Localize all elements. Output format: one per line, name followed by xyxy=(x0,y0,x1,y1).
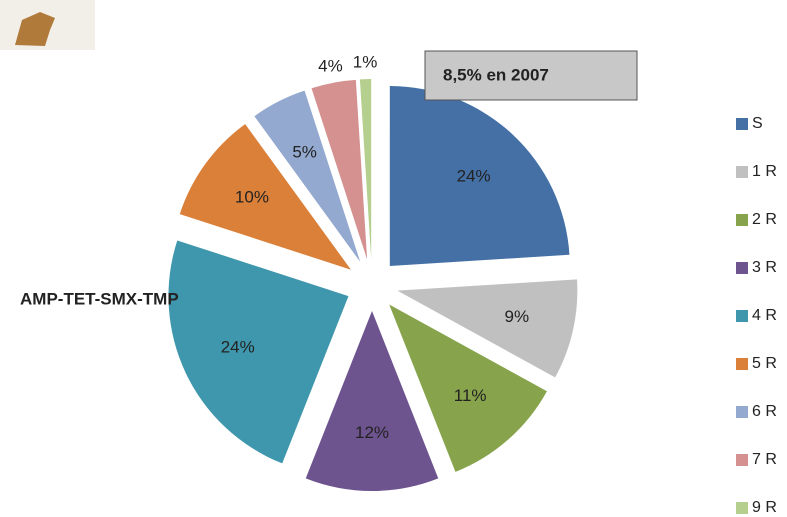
data-label: 4% xyxy=(318,56,343,75)
legend-label: 4 R xyxy=(752,307,777,324)
legend-swatch xyxy=(736,454,748,466)
data-label: 1% xyxy=(353,53,378,72)
data-label: 24% xyxy=(457,166,491,185)
legend-label: S xyxy=(752,115,763,132)
data-label: 10% xyxy=(235,187,269,206)
legend-swatch xyxy=(736,118,748,130)
legend-label: 3 R xyxy=(752,259,777,276)
data-label: 24% xyxy=(221,338,255,357)
legend-swatch xyxy=(736,310,748,322)
legend-label: 9 R xyxy=(752,499,777,516)
pie-slice xyxy=(168,240,348,463)
legend-label: 6 R xyxy=(752,403,777,420)
data-label: 12% xyxy=(355,423,389,442)
legend-label: 1 R xyxy=(752,163,777,180)
data-label: 9% xyxy=(505,307,530,326)
chart: 24% 9% 11% 12% 24% 10% 5% 4% 1% S 1 R 2 R 3 R 4 R 5 R 6… xyxy=(0,0,787,517)
legend-label: 5 R xyxy=(752,355,777,372)
data-label: 5% xyxy=(292,142,317,161)
annotation: AMP-TET-SMX-TMP xyxy=(20,289,179,308)
legend-swatch xyxy=(736,358,748,370)
legend-swatch xyxy=(736,502,748,514)
legend-label: 2 R xyxy=(752,211,777,228)
annotation: 8,5% en 2007 xyxy=(443,65,549,84)
legend-label: 7 R xyxy=(752,451,777,468)
legend-swatch xyxy=(736,406,748,418)
data-label: 11% xyxy=(454,386,487,405)
legend-swatch xyxy=(736,214,748,226)
legend-swatch xyxy=(736,262,748,274)
legend-swatch xyxy=(736,166,748,178)
